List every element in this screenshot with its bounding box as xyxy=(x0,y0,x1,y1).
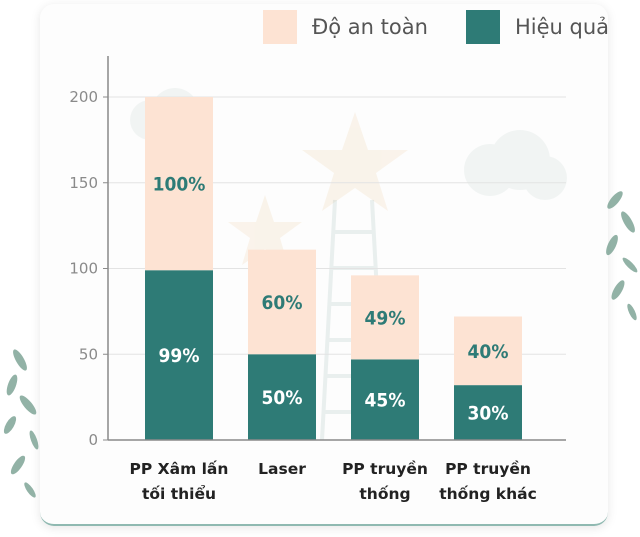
x-category-label: tối thiểu xyxy=(142,484,216,503)
axes xyxy=(103,56,566,441)
bar-segment xyxy=(351,275,419,360)
bars xyxy=(145,97,522,440)
bar-segment xyxy=(351,359,419,440)
x-category-label: PP truyền xyxy=(342,459,428,478)
bar-segment xyxy=(454,385,522,440)
y-tick-label: 100 xyxy=(69,260,98,278)
x-category-label: PP Xâm lấn xyxy=(130,460,229,478)
legend: Độ an toàn Hiệu quả xyxy=(263,10,609,44)
data-label: 100% xyxy=(153,174,206,196)
data-label: 40% xyxy=(468,341,509,363)
legend-label: Hiệu quả xyxy=(515,15,609,39)
bar-segment xyxy=(454,316,522,386)
x-category-label: thống xyxy=(359,484,410,503)
y-tick-label: 150 xyxy=(69,174,98,192)
data-label: 49% xyxy=(365,307,406,329)
bar-segment xyxy=(248,354,316,440)
data-label: 60% xyxy=(262,292,303,314)
x-category-label: thống khác xyxy=(439,484,537,503)
bar-segment xyxy=(145,270,213,440)
y-tick-label: 50 xyxy=(79,345,98,363)
labels: 0 50 100 150 200 99% 100% PP Xâm lấn tối thiểu 50… xyxy=(69,88,536,503)
legend-swatch xyxy=(466,10,500,44)
bar-segment xyxy=(145,97,213,271)
bar-segment xyxy=(248,249,316,355)
data-label: 50% xyxy=(262,387,303,409)
data-label: 99% xyxy=(159,345,200,367)
legend-swatch xyxy=(263,10,297,44)
data-label: 30% xyxy=(468,403,509,425)
legend-label: Độ an toàn xyxy=(312,15,428,39)
x-category-label: Laser xyxy=(258,460,306,478)
data-label: 45% xyxy=(365,390,406,412)
x-category-label: PP truyền xyxy=(445,459,531,478)
y-tick-label: 200 xyxy=(69,88,98,106)
y-tick-label: 0 xyxy=(88,431,98,449)
